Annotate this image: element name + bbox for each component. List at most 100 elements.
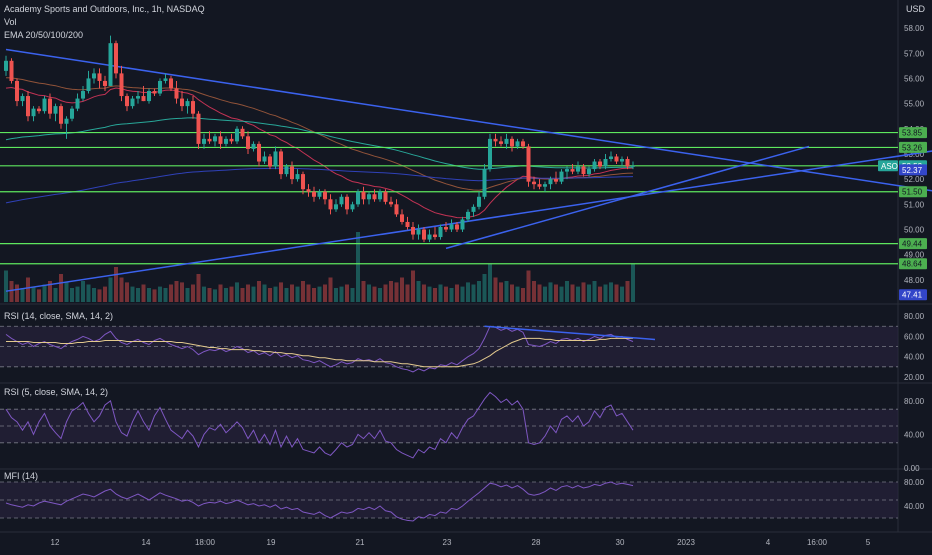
candle-body: [290, 166, 294, 180]
volume-bar: [532, 281, 536, 302]
candle-body: [328, 199, 333, 210]
volume-bar: [317, 286, 322, 302]
volume-bar: [411, 270, 415, 302]
volume-bar: [235, 282, 239, 302]
candle-body: [273, 151, 278, 167]
price-badge: [878, 160, 898, 172]
volume-bar: [548, 282, 553, 302]
volume-bar: [427, 286, 432, 302]
rsi14-legend: RSI (14, close, SMA, 14, 2): [4, 311, 114, 321]
volume-bar: [444, 286, 448, 302]
volume-bar: [372, 286, 377, 302]
volume-bar: [345, 284, 349, 302]
candle-body: [97, 73, 102, 81]
trendline: [5, 48, 932, 192]
candle-body: [92, 73, 96, 79]
volume-bar: [554, 284, 558, 302]
volume-bar: [570, 284, 575, 302]
volume-bar: [400, 277, 404, 302]
candle-body: [108, 43, 113, 86]
volume-bar: [378, 288, 382, 302]
price-badge-label: 52.37: [902, 166, 923, 175]
candle-body: [59, 106, 63, 124]
volume-bar: [37, 289, 41, 302]
time-tick-label: 23: [443, 538, 452, 547]
volume-bar: [42, 284, 47, 302]
candle-body: [378, 191, 382, 200]
time-tick-label: 30: [616, 538, 625, 547]
volume-bar: [218, 284, 223, 302]
volume-bar: [191, 284, 195, 302]
volume-bar: [328, 277, 333, 302]
volume-bar: [565, 281, 569, 302]
volume-bar: [229, 286, 234, 302]
candle-body: [609, 156, 613, 159]
volume-bar: [130, 286, 135, 302]
candle-body: [306, 189, 311, 192]
candle-body: [466, 211, 470, 220]
candle-body: [537, 184, 542, 187]
volume-bar: [350, 288, 355, 302]
volume-bar: [262, 284, 267, 302]
time-tick-label: 2023: [677, 538, 695, 547]
candle-body: [477, 196, 481, 207]
volume-bar: [466, 282, 470, 302]
price-tick-label: 50.00: [904, 226, 925, 235]
candle-body: [119, 73, 124, 97]
candle-body: [136, 96, 140, 99]
volume-bar: [141, 284, 146, 302]
volume-bar: [449, 288, 454, 302]
candle-body: [433, 234, 437, 238]
candle-body: [158, 80, 162, 94]
candle-body: [345, 196, 349, 210]
candle-body: [268, 156, 272, 167]
volume-bar: [306, 284, 311, 302]
price-badge: [899, 127, 927, 139]
volume-bar: [119, 277, 124, 302]
volume-bar: [4, 270, 8, 302]
price-badge-label: 47.41: [902, 291, 923, 300]
candle-body: [284, 166, 289, 175]
volume-bar: [279, 282, 283, 302]
price-tick-label: 52.00: [904, 175, 925, 184]
candle-body: [383, 191, 388, 202]
volume-bar: [185, 288, 190, 302]
candle-body: [559, 171, 564, 182]
candle-body: [240, 128, 245, 137]
candle-body: [246, 136, 250, 149]
volume-bar: [576, 286, 580, 302]
currency-label: USD: [906, 4, 926, 14]
volume-bar: [515, 286, 520, 302]
volume-bar: [471, 284, 476, 302]
volume-bar: [455, 284, 459, 302]
volume-bar: [136, 288, 140, 302]
candle-body: [130, 98, 135, 107]
volume-bar: [460, 286, 465, 302]
candle-body: [152, 91, 157, 94]
candle-body: [570, 169, 575, 172]
candle-body: [587, 169, 591, 175]
candle-body: [37, 108, 41, 112]
candle-body: [631, 165, 635, 167]
candle-body: [493, 138, 498, 142]
rsi5-tick-label: 40.00: [904, 430, 925, 439]
candle-body: [350, 204, 355, 210]
volume-bar: [163, 288, 168, 302]
candle-body: [31, 108, 36, 117]
volume-bar: [31, 286, 36, 302]
candle-body: [510, 138, 514, 147]
candle-body: [521, 141, 525, 147]
candle-body: [460, 219, 465, 230]
candle-body: [125, 96, 129, 107]
rsi14-tick-label: 80.00: [904, 312, 925, 321]
volume-bar: [70, 288, 74, 302]
volume-bar: [180, 282, 184, 302]
candle-body: [48, 98, 52, 114]
time-tick-label: 12: [51, 538, 60, 547]
volume-bar: [86, 284, 91, 302]
candle-body: [15, 80, 19, 102]
volume-bar: [20, 288, 25, 302]
volume-bar: [158, 286, 162, 302]
volume-bar: [433, 288, 437, 302]
